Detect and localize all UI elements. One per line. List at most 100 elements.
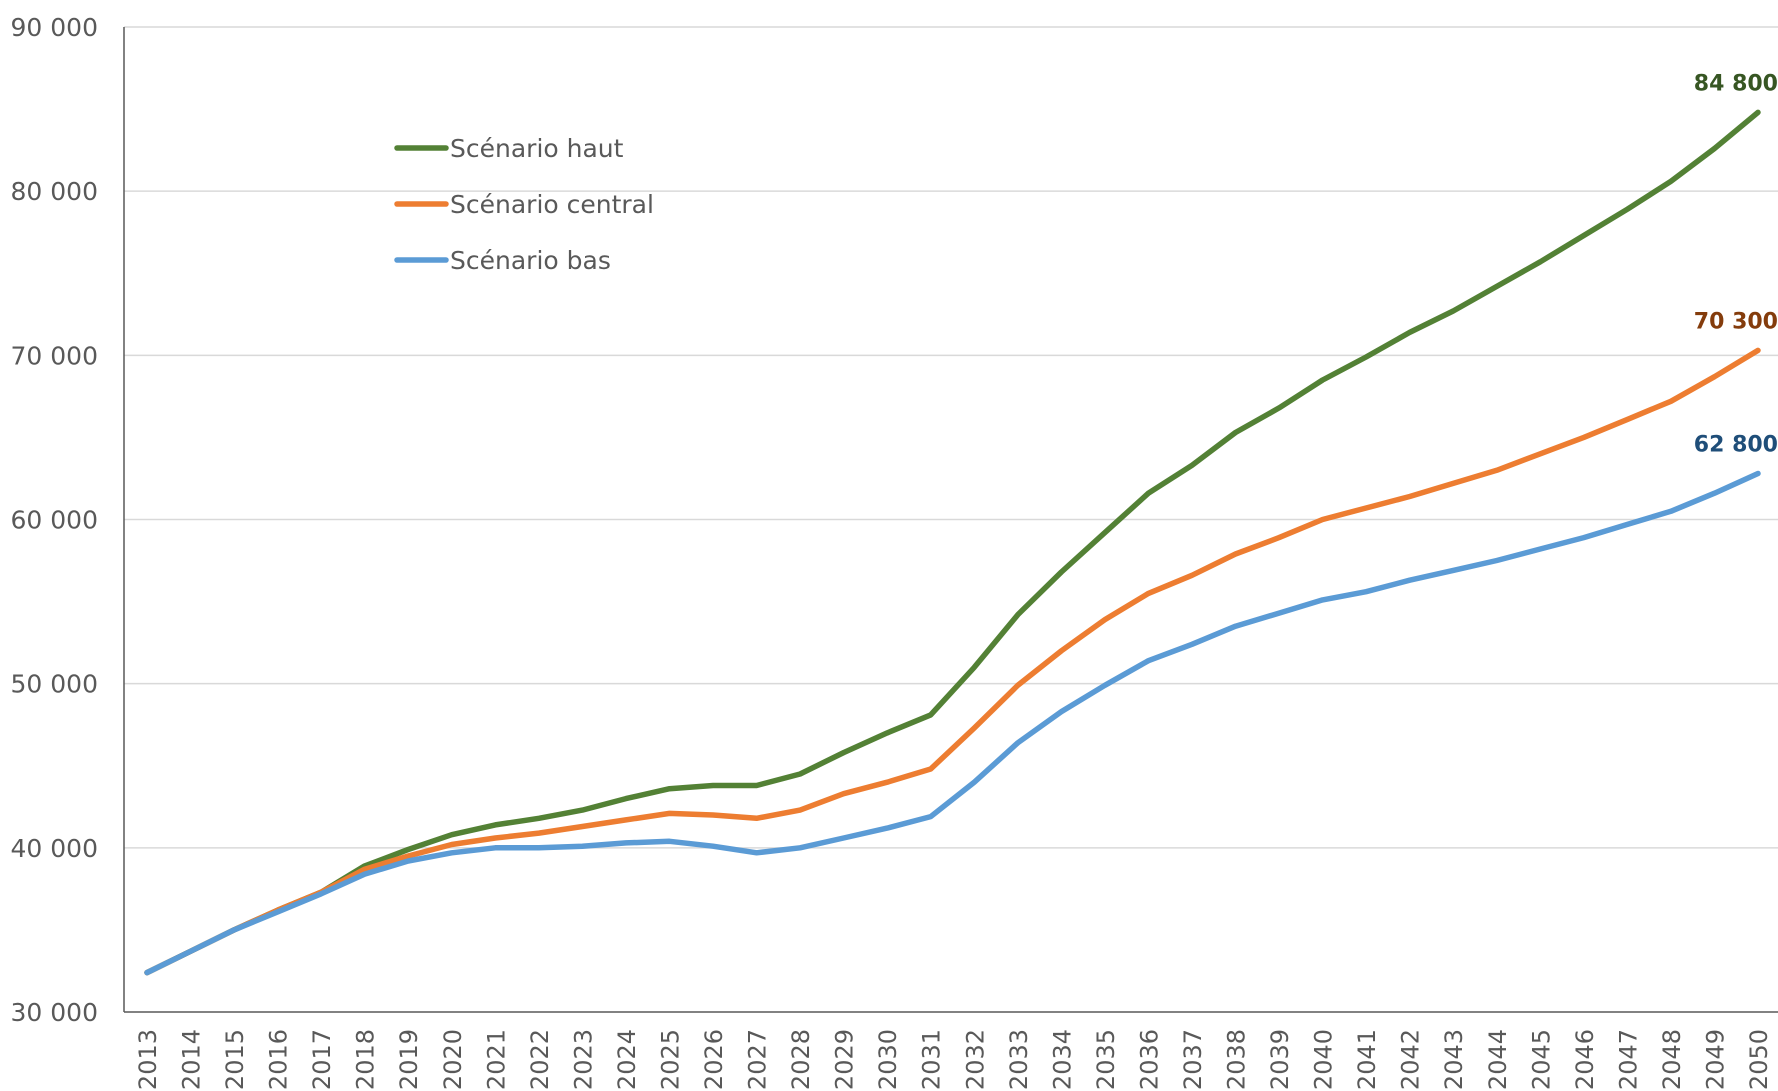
x-tick-label: 2041 — [1353, 1029, 1381, 1090]
end-value-label: 70 300 — [1694, 309, 1778, 334]
data-point — [1189, 642, 1195, 647]
data-point — [972, 725, 977, 731]
legend: Scénario haut Scénario central Scénario ba… — [394, 134, 654, 275]
data-point — [623, 796, 629, 801]
series-line-0 — [144, 109, 1761, 976]
x-tick-label: 2024 — [613, 1029, 641, 1090]
data-point — [710, 783, 716, 788]
data-point — [1538, 451, 1543, 457]
data-point — [362, 871, 367, 877]
x-tick-label: 2039 — [1266, 1029, 1294, 1090]
data-point — [1189, 463, 1195, 468]
end-value-label: 84 800 — [1694, 71, 1778, 96]
data-point — [1668, 179, 1674, 184]
x-tick-label: 2020 — [439, 1029, 467, 1090]
legend-label: Scénario central — [450, 190, 654, 219]
data-point — [1494, 558, 1499, 563]
y-tick-label: 50 000 — [11, 670, 98, 699]
data-point — [1668, 399, 1674, 404]
x-tick-label: 2016 — [265, 1029, 293, 1090]
data-point — [536, 830, 542, 836]
y-tick-label: 90 000 — [11, 13, 98, 42]
data-point — [275, 909, 280, 915]
data-point — [406, 858, 411, 864]
data-point — [710, 843, 716, 849]
x-tick-label: 2025 — [656, 1029, 684, 1090]
data-point — [1755, 110, 1761, 115]
x-tick-label: 2033 — [1005, 1029, 1033, 1090]
data-point — [667, 811, 672, 816]
data-point — [1233, 430, 1238, 435]
data-point — [1407, 494, 1412, 499]
data-point — [1015, 612, 1021, 617]
data-point — [1625, 207, 1630, 212]
data-point — [1146, 591, 1151, 596]
data-point — [797, 807, 803, 813]
x-tick-label: 2050 — [1745, 1029, 1773, 1090]
data-point — [884, 730, 890, 736]
x-tick-label: 2035 — [1092, 1029, 1120, 1090]
data-point — [797, 845, 803, 851]
data-point — [1363, 589, 1369, 594]
data-point — [1059, 648, 1064, 654]
x-tick-label: 2031 — [918, 1029, 946, 1090]
y-tick-label: 40 000 — [11, 834, 98, 863]
x-tick-label: 2027 — [744, 1029, 772, 1090]
data-point — [928, 766, 933, 772]
end-value-label: 62 800 — [1694, 433, 1778, 458]
data-point — [1102, 530, 1108, 535]
data-point — [1015, 740, 1021, 745]
data-point — [1102, 683, 1108, 688]
data-point — [972, 665, 977, 670]
data-point — [318, 891, 324, 896]
x-tick-label: 2034 — [1048, 1029, 1076, 1090]
data-point — [1494, 468, 1499, 473]
x-tick-label: 2014 — [178, 1029, 206, 1090]
data-point — [1581, 535, 1587, 540]
data-point — [493, 845, 498, 851]
data-point — [1276, 535, 1282, 540]
data-point — [710, 812, 716, 818]
data-point — [1320, 597, 1325, 603]
data-point — [580, 807, 585, 813]
data-point — [536, 845, 542, 851]
data-point — [1581, 435, 1587, 440]
series-lines — [144, 109, 1761, 976]
x-tick-label: 2040 — [1310, 1029, 1338, 1090]
data-point — [362, 866, 367, 872]
data-point — [1059, 569, 1064, 575]
y-axis: 30 000 40 000 50 000 60 000 70 000 80 000 90 0… — [11, 13, 125, 1027]
data-point — [580, 824, 585, 829]
data-point — [449, 842, 454, 847]
x-tick-label: 2043 — [1440, 1029, 1468, 1090]
data-point — [1625, 522, 1630, 527]
gridlines — [124, 26, 1778, 849]
data-point — [972, 779, 977, 785]
data-point — [1755, 348, 1761, 353]
data-point — [1668, 509, 1674, 514]
data-point — [1102, 617, 1108, 622]
y-tick-label: 60 000 — [11, 506, 98, 535]
data-point — [1494, 284, 1499, 289]
data-point — [1755, 471, 1761, 476]
data-point — [1320, 377, 1325, 383]
data-point — [580, 843, 585, 849]
data-point — [1581, 233, 1587, 238]
data-point — [797, 771, 803, 777]
y-tick-label: 80 000 — [11, 177, 98, 206]
data-point — [188, 949, 193, 954]
data-point — [1276, 405, 1282, 411]
data-point — [1451, 481, 1456, 486]
data-point — [493, 822, 498, 828]
x-tick-label: 2042 — [1397, 1029, 1425, 1090]
data-point — [406, 853, 411, 859]
x-tick-label: 2023 — [569, 1029, 597, 1090]
data-point — [623, 817, 629, 823]
data-point — [1407, 578, 1412, 583]
x-tick-label: 2013 — [134, 1029, 162, 1090]
data-point — [884, 825, 890, 831]
x-tick-label: 2036 — [1135, 1029, 1163, 1090]
data-point — [1363, 505, 1369, 511]
data-point — [536, 816, 542, 821]
